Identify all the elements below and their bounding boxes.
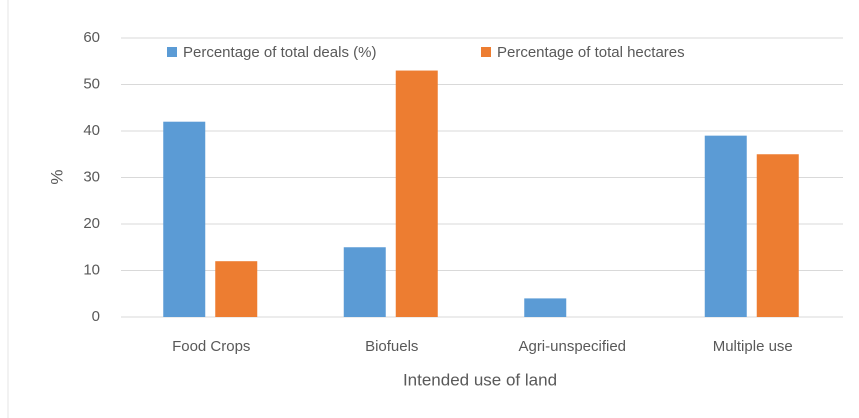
y-tick-label: 10 xyxy=(83,261,100,278)
bar xyxy=(343,247,386,317)
x-tick-label: Agri-unspecified xyxy=(518,338,626,355)
y-tick-label: 60 xyxy=(83,29,100,46)
legend-label: Percentage of total hectares xyxy=(497,44,685,61)
y-tick-label: 30 xyxy=(83,168,100,185)
bar xyxy=(215,261,258,317)
y-tick-label: 20 xyxy=(83,215,100,232)
bar xyxy=(163,121,206,317)
bar xyxy=(395,70,438,317)
x-tick-label: Biofuels xyxy=(365,338,418,355)
legend-label: Percentage of total deals (%) xyxy=(183,44,376,61)
bar xyxy=(704,135,747,317)
y-tick-label: 0 xyxy=(92,308,100,325)
y-tick-label: 40 xyxy=(83,122,100,139)
bar xyxy=(524,298,567,317)
bar xyxy=(756,154,799,317)
legend-swatch xyxy=(481,47,491,57)
legend-swatch xyxy=(167,47,177,57)
y-axis-title: % xyxy=(47,169,66,184)
x-tick-label: Multiple use xyxy=(713,338,793,355)
x-axis-title: Intended use of land xyxy=(403,370,557,389)
x-tick-label: Food Crops xyxy=(172,338,250,355)
y-tick-label: 50 xyxy=(83,75,100,92)
